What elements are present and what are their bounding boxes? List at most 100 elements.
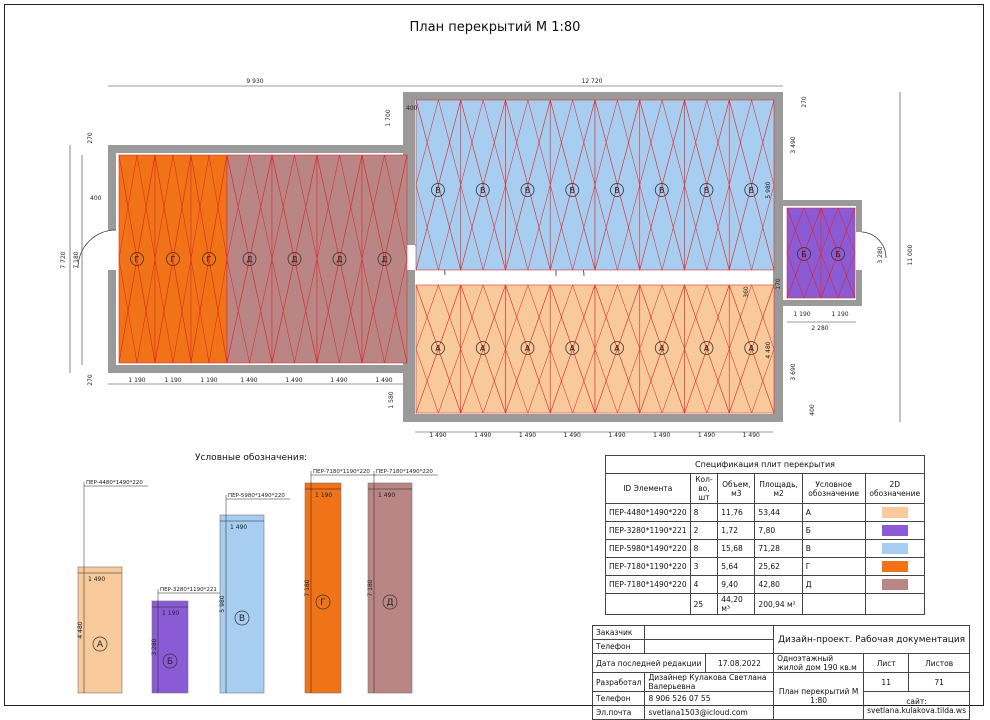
svg-text:7 180: 7 180 [73,251,80,268]
legend-item: ПЕР-7180*1190*220 1 190 7 180 Г [304,469,375,694]
stamp-project: Дизайн-проект. Рабочая документация [773,625,970,654]
svg-text:400: 400 [809,404,816,416]
legend-tag: ПЕР-7180*1490*220 [376,469,433,475]
legend-letter: В [239,614,245,624]
spec-swatch [881,507,908,518]
stamp-object: Одноэтажный жилой дом 190 кв.м [773,653,865,673]
svg-text:В: В [659,186,665,195]
svg-text:400: 400 [90,195,102,202]
slab-marker: Г [130,252,144,266]
legend-width: 1 190 [162,610,179,617]
page-title: План перекрытий М 1:80 [409,20,581,35]
spec-header: Условное обозначение [801,473,866,504]
svg-text:270: 270 [87,132,94,144]
slab [460,99,506,271]
slab-marker: А [565,341,580,355]
slab-marker: Г [166,252,180,266]
stamp-date-label: Дата последней редакции [592,653,706,673]
slab-marker: В [565,183,580,197]
spec-cell-vol: 1,72 [717,521,756,540]
slab [226,154,273,364]
slab [118,154,156,364]
slab-marker: А [744,341,759,355]
spec-header: Кол-во, шт [689,473,719,504]
slab [639,284,685,414]
slab-marker: Б [797,247,811,261]
spec-cell-vol: 15,68 [717,539,756,558]
svg-text:170: 170 [775,278,782,290]
spec-cell-id: ПЕР-7180*1490*220 [605,575,691,594]
slab-marker: А [475,341,490,355]
dimension-label: 1 490 [285,377,302,384]
dimension-label: 1 490 [474,432,491,439]
spec-caption: Спецификация плит перекрытия [605,455,925,474]
slab [190,154,228,364]
title-block: Заказчик Дизайн-проект. Рабочая документ… [591,625,970,720]
stamp-site-label: сайт: [906,696,927,706]
svg-text:А: А [659,344,665,353]
svg-text:5 980: 5 980 [765,181,772,198]
svg-text:В: В [480,186,486,195]
svg-text:В: В [704,186,710,195]
legend-width: 1 490 [88,576,105,583]
svg-text:360: 360 [743,286,750,298]
svg-text:Д: Д [336,255,342,264]
spec-table: Спецификация плит перекрытия ID Элемента… [605,455,926,615]
slab-marker: В [699,183,714,197]
dimension-label: 1 490 [653,432,670,439]
slab [505,99,551,271]
spec-cell-mark: В [801,539,866,558]
spec-cell-area: 53,44 [754,503,803,522]
legend-tag: ПЕР-7180*1190*220 [313,469,370,475]
svg-text:3 490: 3 490 [790,136,797,153]
legend-width: 1 190 [315,492,332,499]
svg-text:А: А [704,344,710,353]
stamp-email: svetlana1503@icloud.com [644,705,775,720]
legend-tag: ПЕР-5980*1490*220 [228,493,285,499]
slab [684,284,730,414]
slab [549,99,596,271]
svg-text:3 280: 3 280 [877,246,884,263]
legend-width: 1 490 [378,492,395,499]
svg-text:12 720: 12 720 [582,78,603,85]
legend-length: 7 180 [367,579,374,596]
slab-marker: А [654,341,669,355]
spec-swatch [881,561,908,572]
svg-text:7 720: 7 720 [60,251,67,268]
slab [639,99,685,271]
slab-markers: Г Г Г Д Д Д Д В В В В В В В В А А А А А А А А Б Б [130,183,845,355]
slab [728,284,775,414]
dimension-label: 1 490 [608,432,625,439]
stamp-site: svetlana.kulakova.tilda.ws [867,705,966,715]
spec-total-vol: 44,20 м³ [717,593,756,615]
svg-text:1 190: 1 190 [831,311,848,318]
svg-text:В: В [614,186,620,195]
svg-text:А: А [525,344,531,353]
spec-cell-id: ПЕР-3280*1190*221 [605,521,691,540]
dimension-label: 1 490 [743,432,760,439]
slab [594,99,641,271]
legend-length: 4 480 [77,621,84,638]
svg-text:Г: Г [207,255,212,264]
legend-length: 7 180 [304,579,311,596]
slab-marker: В [431,183,445,197]
spec-total-qty: 25 [689,593,719,615]
stamp-phone-label: Телефон [591,639,646,654]
legend: ПЕР-4480*1490*220 1 490 4 480 А ПЕР-3280*119… [77,469,438,694]
slab [820,207,856,299]
legend-letter: Б [167,657,173,667]
stamp-email-label: Эл.почта [591,705,646,720]
svg-text:А: А [435,344,441,353]
stamp-drawing: План перекрытий М 1:80 [773,672,865,720]
dimension-label: 1 490 [564,432,581,439]
slab-marker: В [744,183,759,197]
dimension-label: 1 490 [240,377,257,384]
legend-title: Условные обозначения: [195,453,308,463]
spec-cell-area: 7,80 [754,521,803,540]
spec-row: ПЕР-7180*1190*220 3 5,64 25,62 Г [605,557,926,576]
svg-text:В: В [435,186,441,195]
svg-text:А: А [570,344,576,353]
slab-marker: Д [377,252,392,266]
spec-row: ПЕР-5980*1490*220 8 15,68 71,28 В [605,539,926,558]
stamp-customer-label: Заказчик [591,625,646,640]
